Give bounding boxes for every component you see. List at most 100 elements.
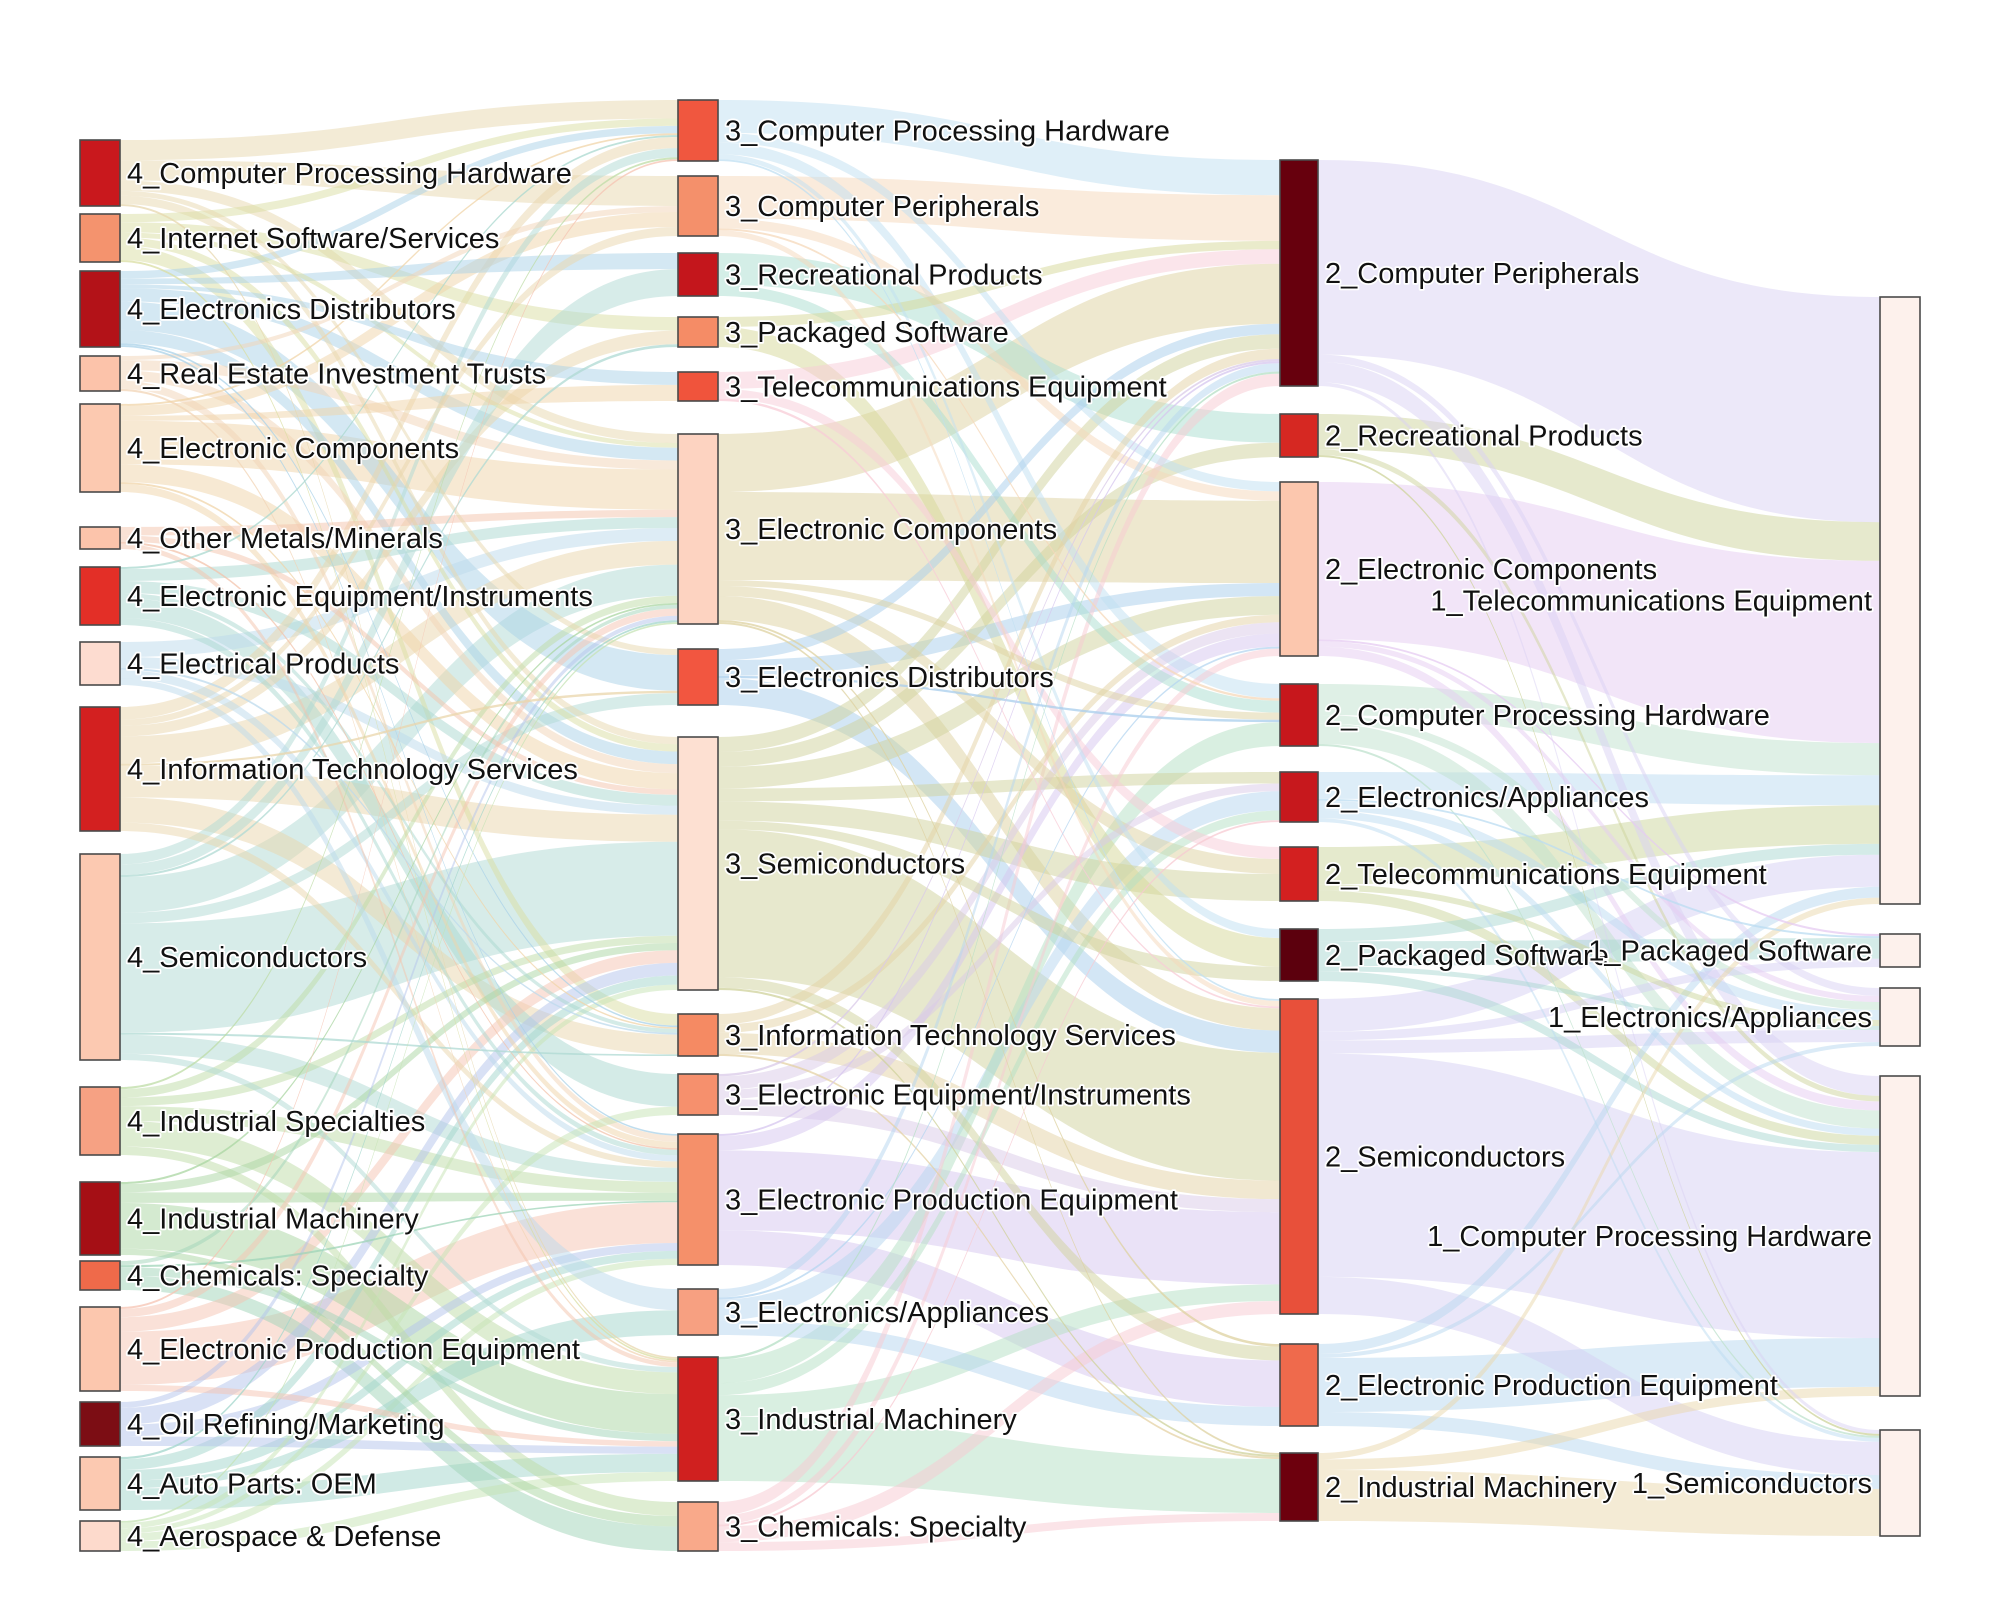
sankey-link-a7-b11[interactable]: [120, 618, 678, 1156]
sankey-link-b13-c5[interactable]: [718, 810, 1280, 1396]
sankey-node-c7[interactable]: [1279, 928, 1319, 982]
sankey-link-b2-c4[interactable]: [718, 228, 1280, 701]
sankey-link-a1-b1[interactable]: [120, 100, 678, 161]
sankey-link-a17-b6[interactable]: [120, 622, 678, 1523]
sankey-node-a12[interactable]: [79, 1181, 121, 1256]
sankey-link-a9-b4[interactable]: [120, 330, 678, 737]
sankey-link-b10-c1[interactable]: [718, 359, 1280, 1077]
sankey-node-a9[interactable]: [79, 706, 121, 832]
sankey-node-a14[interactable]: [79, 1306, 121, 1392]
sankey-link-c1-d4[interactable]: [1318, 361, 1880, 1096]
sankey-node-a1[interactable]: [79, 139, 121, 207]
sankey-link-c9-d3[interactable]: [1318, 1042, 1880, 1358]
sankey-link-b11-c1[interactable]: [718, 361, 1280, 1137]
sankey-link-b1-c3[interactable]: [718, 132, 1280, 492]
sankey-link-c4-d3[interactable]: [1318, 715, 1880, 1010]
sankey-link-a9-b2[interactable]: [120, 227, 678, 726]
sankey-link-a4-b11[interactable]: [120, 380, 678, 1142]
sankey-link-a9-b1[interactable]: [120, 137, 678, 720]
sankey-link-a5-b6[interactable]: [120, 420, 678, 510]
sankey-node-a10[interactable]: [79, 853, 121, 1061]
sankey-link-b9-c10[interactable]: [718, 1053, 1280, 1459]
sankey-link-a10-b9[interactable]: [120, 1032, 678, 1056]
sankey-link-b7-c4[interactable]: [718, 675, 1280, 723]
sankey-link-b4-c1[interactable]: [718, 240, 1280, 327]
sankey-node-c2[interactable]: [1279, 413, 1319, 458]
sankey-link-a6-b11[interactable]: [120, 541, 678, 1150]
sankey-link-c7-d3[interactable]: [1318, 966, 1880, 1030]
sankey-node-b11[interactable]: [677, 1133, 719, 1266]
sankey-node-b1[interactable]: [677, 99, 719, 162]
sankey-link-c3-d4[interactable]: [1318, 646, 1880, 1111]
sankey-link-b8-c5[interactable]: [718, 772, 1280, 802]
sankey-link-c5-d4[interactable]: [1318, 810, 1880, 1136]
sankey-link-b3-c4[interactable]: [718, 284, 1280, 713]
sankey-node-c8[interactable]: [1279, 998, 1319, 1315]
sankey-link-c5-d3[interactable]: [1318, 800, 1880, 1020]
sankey-link-a9-b6[interactable]: [120, 540, 678, 764]
sankey-link-c1-d3[interactable]: [1318, 354, 1880, 997]
sankey-node-a5[interactable]: [79, 403, 121, 493]
sankey-link-b13-c10[interactable]: [718, 1416, 1280, 1513]
sankey-link-c10-d4[interactable]: [1318, 1386, 1880, 1470]
sankey-node-b8[interactable]: [677, 736, 719, 991]
sankey-link-c7-d4[interactable]: [1318, 971, 1880, 1153]
sankey-link-a13-b13[interactable]: [120, 1267, 678, 1442]
sankey-link-b11-c8[interactable]: [718, 1150, 1280, 1285]
sankey-link-a12-b6[interactable]: [120, 603, 678, 1185]
sankey-node-d5[interactable]: [1879, 1429, 1921, 1537]
sankey-link-a2-b13[interactable]: [120, 260, 678, 1361]
sankey-node-a3[interactable]: [79, 270, 121, 348]
sankey-link-c1-d5[interactable]: [1318, 382, 1880, 1434]
sankey-link-b5-c1[interactable]: [718, 249, 1280, 389]
sankey-link-c2-d5[interactable]: [1318, 455, 1880, 1436]
sankey-link-c10-d5[interactable]: [1318, 1470, 1880, 1536]
sankey-node-a16[interactable]: [79, 1456, 121, 1511]
sankey-link-a2-b6[interactable]: [120, 232, 678, 448]
sankey-link-a6-b13[interactable]: [120, 543, 678, 1367]
sankey-link-a11-b14[interactable]: [120, 1146, 678, 1517]
sankey-link-a14-b11[interactable]: [120, 1202, 678, 1385]
sankey-link-a3-b6[interactable]: [120, 288, 678, 461]
sankey-link-c8-d4[interactable]: [1318, 1053, 1880, 1339]
sankey-node-a17[interactable]: [79, 1520, 121, 1552]
sankey-link-c1-d1[interactable]: [1318, 160, 1880, 523]
sankey-link-b11-c3[interactable]: [718, 633, 1280, 1151]
sankey-link-c9-d5[interactable]: [1318, 1412, 1880, 1489]
sankey-link-b10-c5[interactable]: [718, 783, 1280, 1100]
sankey-node-b7[interactable]: [677, 648, 719, 706]
sankey-link-a1-b13[interactable]: [120, 204, 678, 1359]
sankey-link-b6-c8[interactable]: [718, 596, 1280, 1031]
sankey-link-a14-b6[interactable]: [120, 608, 678, 1318]
sankey-link-a11-b11[interactable]: [120, 1106, 678, 1193]
sankey-link-a8-b8[interactable]: [120, 657, 678, 815]
sankey-link-a6-b8[interactable]: [120, 535, 678, 795]
sankey-link-a8-b9[interactable]: [120, 667, 678, 1035]
sankey-node-b13[interactable]: [677, 1356, 719, 1482]
sankey-link-c7-d1[interactable]: [1318, 843, 1880, 942]
sankey-node-a2[interactable]: [79, 213, 121, 263]
sankey-link-a5-b1[interactable]: [120, 133, 678, 407]
sankey-link-b9-c3[interactable]: [718, 614, 1280, 1033]
sankey-link-a15-b13[interactable]: [120, 1436, 678, 1454]
sankey-link-a10-b7[interactable]: [120, 693, 678, 924]
sankey-node-b5[interactable]: [677, 371, 719, 402]
sankey-link-b9-c1[interactable]: [718, 348, 1280, 1025]
sankey-node-a4[interactable]: [79, 355, 121, 392]
sankey-link-a12-b14[interactable]: [120, 1248, 678, 1527]
sankey-link-a2-b1[interactable]: [120, 118, 678, 223]
sankey-node-c4[interactable]: [1279, 683, 1319, 747]
sankey-link-a8-b6[interactable]: [120, 528, 678, 657]
sankey-link-b7-c1[interactable]: [718, 323, 1280, 661]
sankey-link-a7-b8[interactable]: [120, 581, 678, 806]
sankey-node-c6[interactable]: [1279, 846, 1319, 902]
sankey-link-a3-b5[interactable]: [120, 284, 678, 385]
sankey-node-b6[interactable]: [677, 433, 719, 625]
sankey-link-a8-b11[interactable]: [120, 670, 678, 1162]
sankey-link-a5-b9[interactable]: [120, 482, 678, 1029]
sankey-link-b5-c6[interactable]: [718, 388, 1280, 859]
sankey-link-a16-b12[interactable]: [120, 1310, 678, 1489]
sankey-node-d1[interactable]: [1879, 296, 1921, 905]
sankey-link-b14-c8[interactable]: [718, 1301, 1280, 1543]
sankey-link-c8-d3[interactable]: [1318, 1030, 1880, 1054]
